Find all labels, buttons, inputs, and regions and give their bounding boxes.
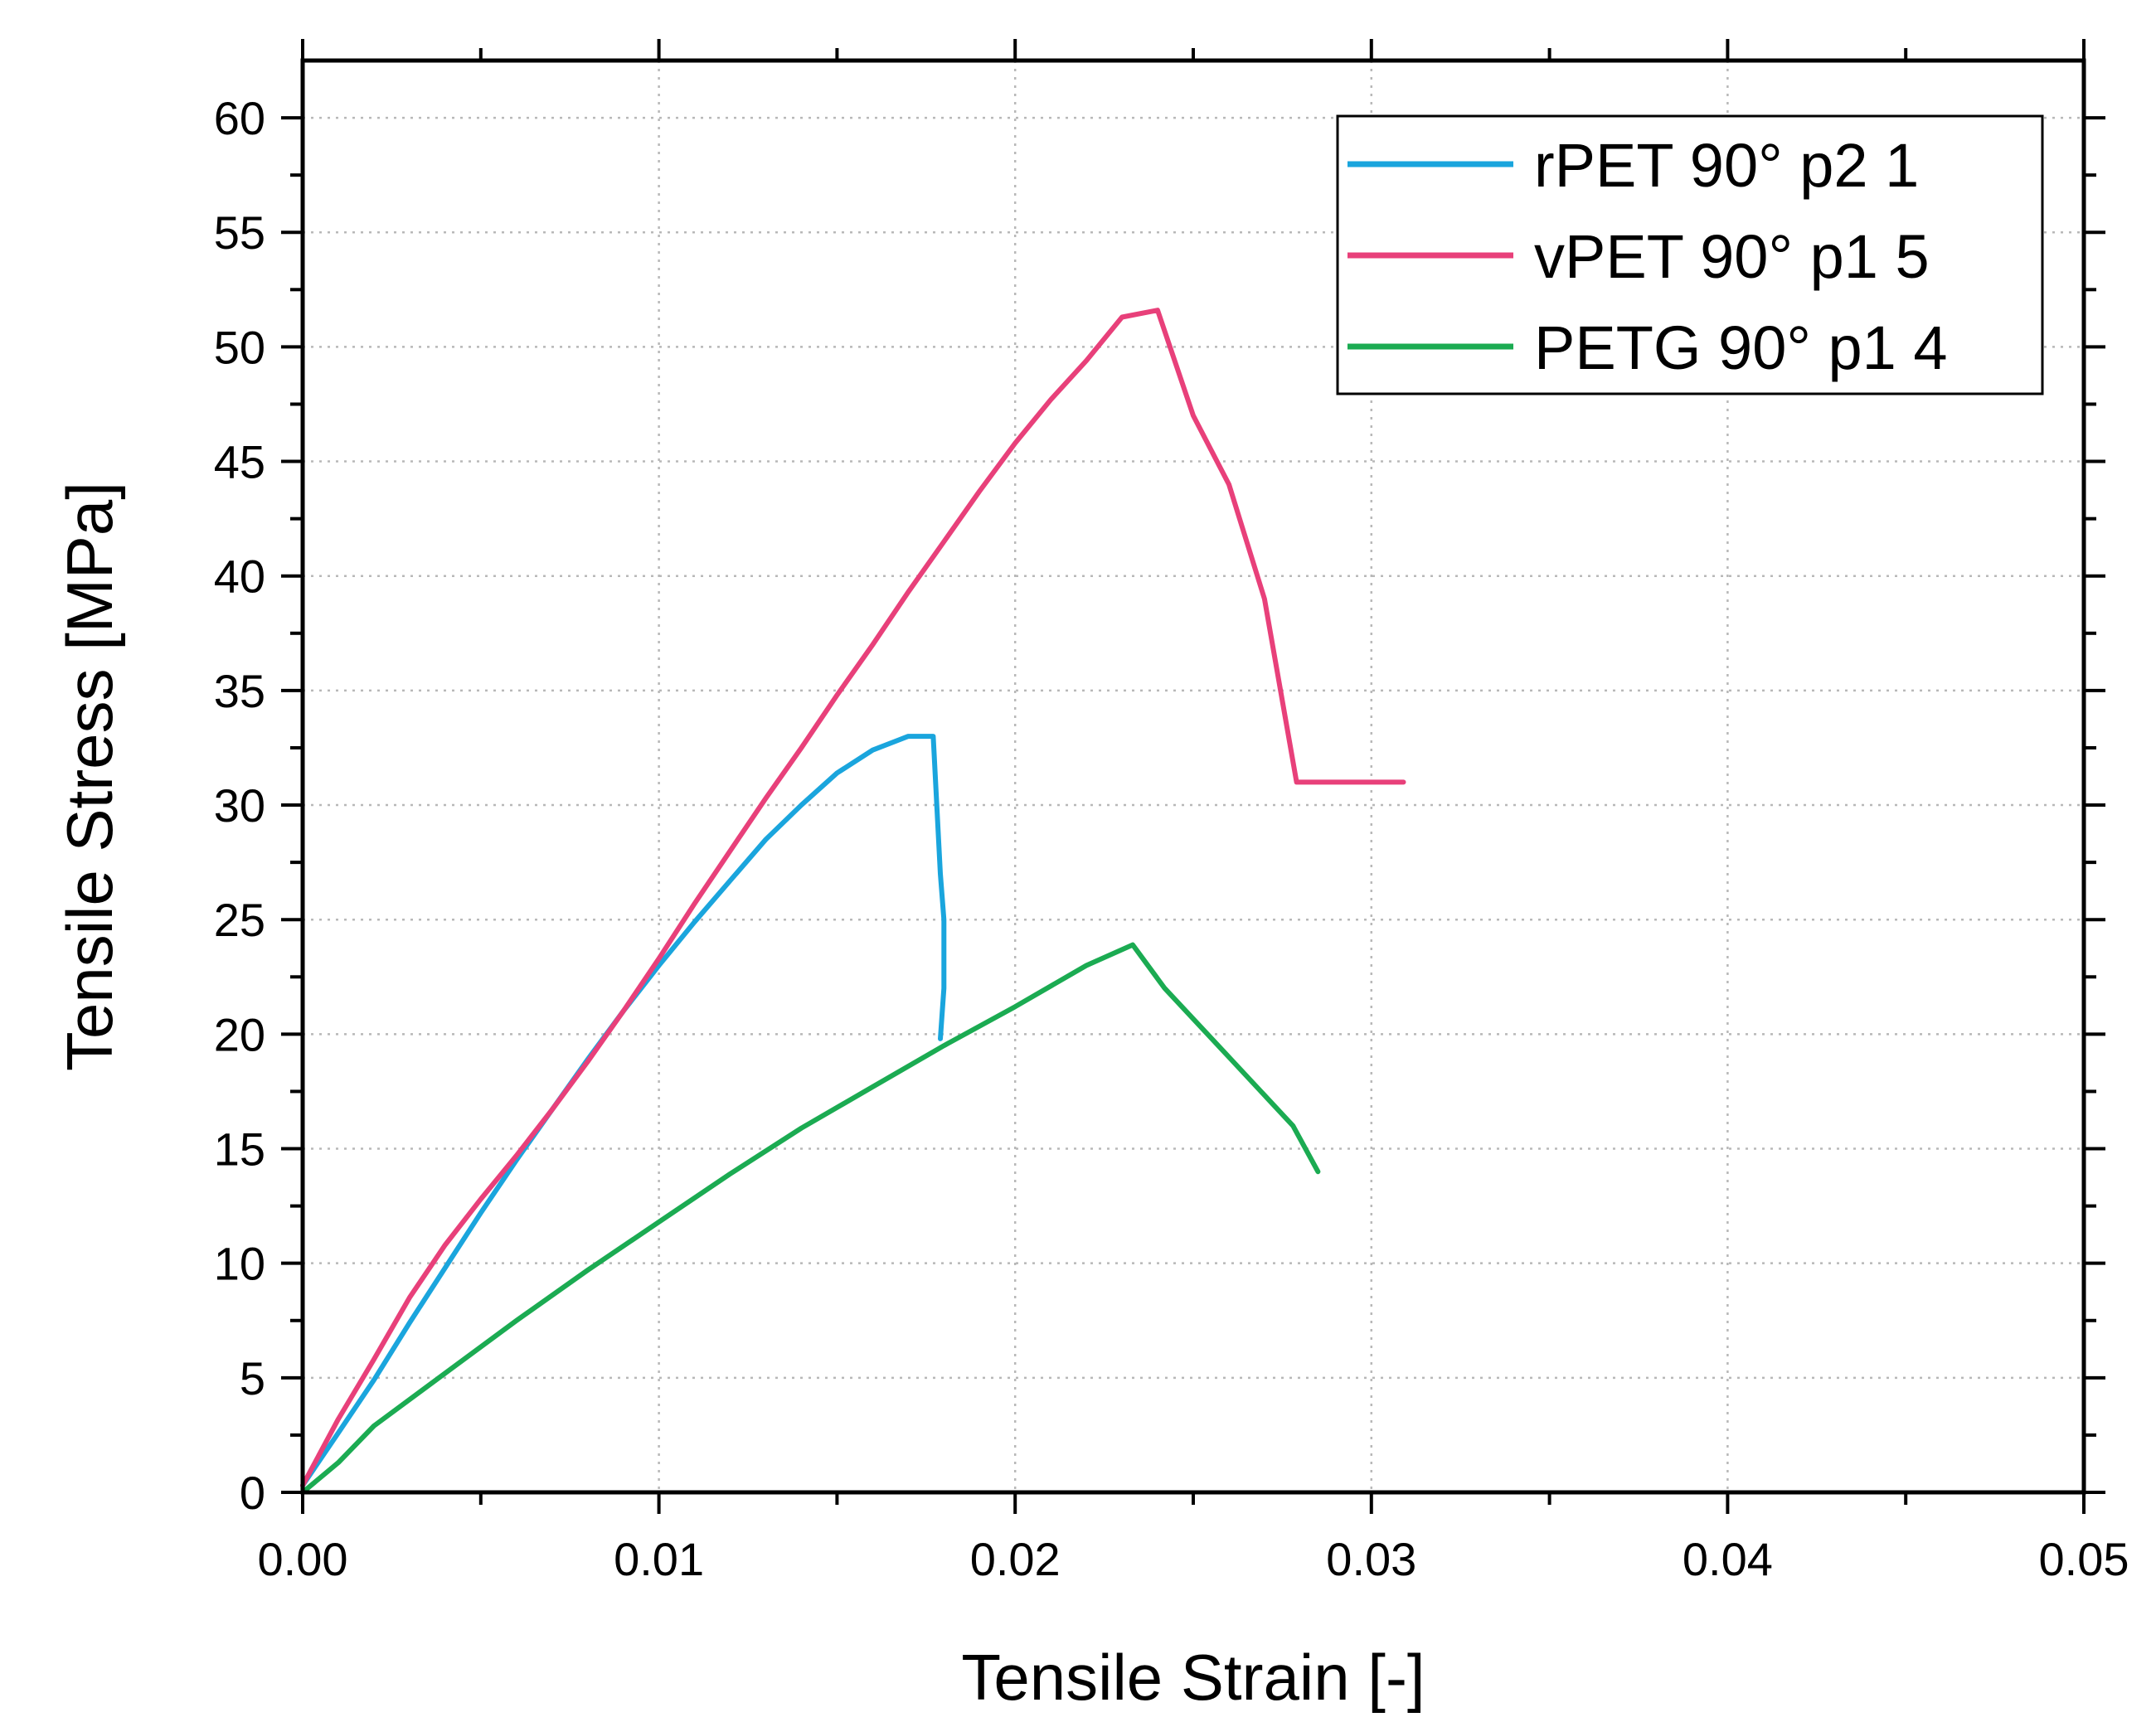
y-tick-label: 50 [214,321,265,373]
legend: rPET 90° p2 1 vPET 90° p1 5 PETG 90° p1 … [1336,114,2044,395]
y-tick-label: 25 [214,894,265,946]
series-line-rpet [300,734,947,1488]
y-tick-label: 15 [214,1123,265,1176]
x-tick-label: 0.00 [258,1533,348,1585]
y-tick-label: 35 [214,665,265,717]
legend-label-petg: PETG 90° p1 4 [1534,313,1948,382]
series-group [300,308,1406,1495]
y-tick-label: 10 [214,1238,265,1290]
series-line-vpet [300,308,1406,1488]
y-tick-label: 20 [214,1008,265,1060]
x-tick-label: 0.05 [2039,1533,2129,1585]
legend-label-vpet: vPET 90° p1 5 [1534,222,1930,291]
tick-labels: 0.00 0.01 0.02 0.03 0.04 0.05 0 5 10 15 20 25 30 35 40… [214,92,2129,1585]
y-tick-label: 0 [240,1467,265,1519]
legend-label-rpet: rPET 90° p2 1 [1534,131,1919,200]
series-line-petg [300,942,1321,1495]
y-axis-title: Tensile Stress [MPa] [53,482,126,1071]
x-tick-label: 0.03 [1326,1533,1416,1585]
y-tick-label: 45 [214,436,265,488]
y-tick-label: 55 [214,206,265,259]
axis-ticks [281,39,2105,1514]
x-tick-label: 0.02 [970,1533,1061,1585]
x-tick-label: 0.04 [1683,1533,1773,1585]
y-tick-label: 30 [214,779,265,832]
y-tick-label: 5 [240,1352,265,1404]
x-axis-title: Tensile Strain [-] [961,1641,1425,1714]
x-tick-label: 0.01 [614,1533,704,1585]
y-tick-label: 60 [214,92,265,144]
y-tick-label: 40 [214,551,265,603]
